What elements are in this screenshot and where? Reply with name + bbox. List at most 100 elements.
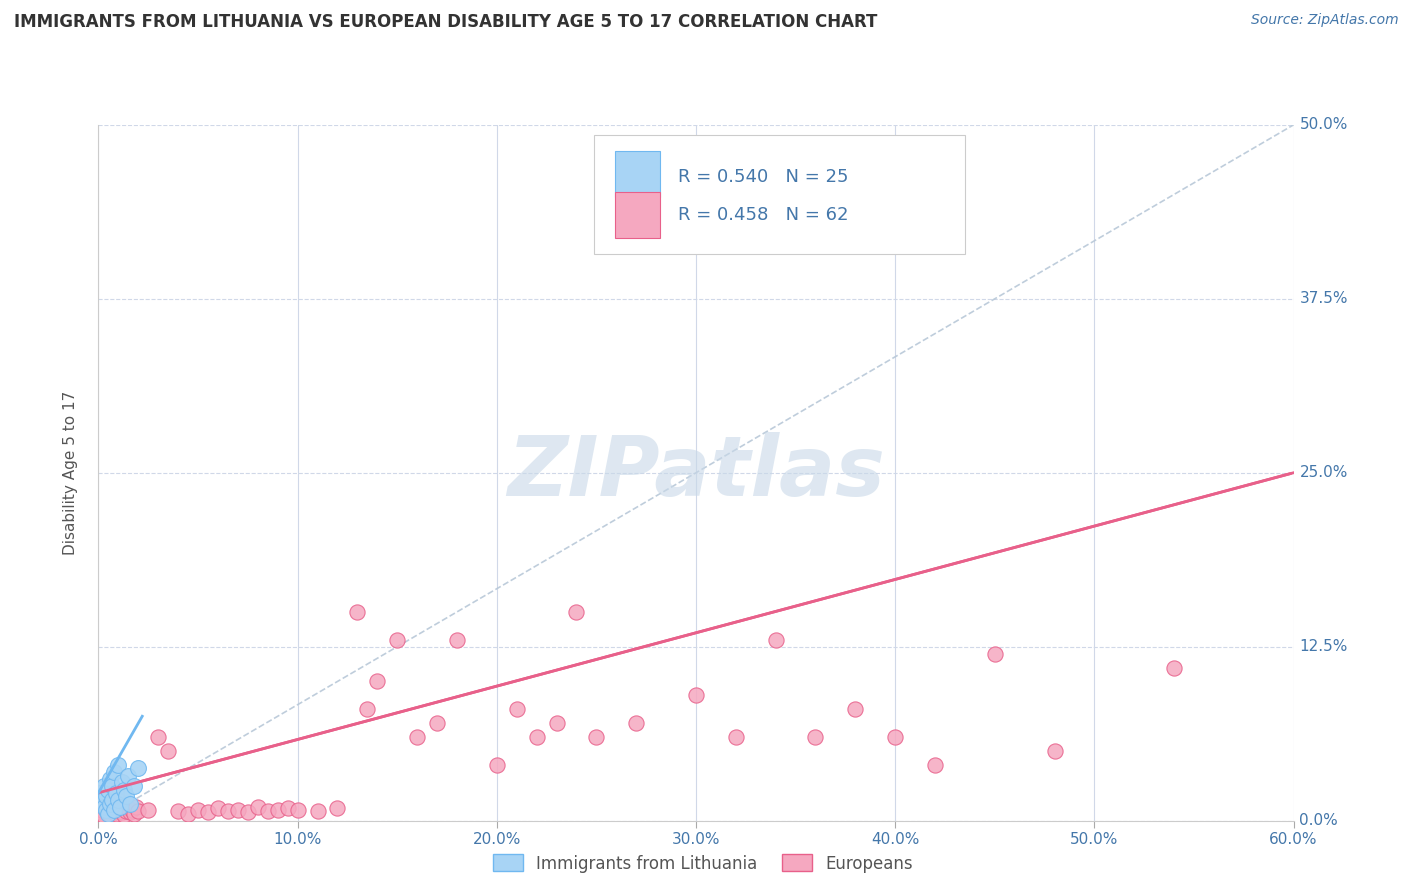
Point (167, 804, 190, 818)
Text: 0.0%: 0.0% (1299, 814, 1339, 828)
Point (406, 730, 429, 744)
Point (111, 774, 134, 789)
Text: 25.0%: 25.0% (1299, 466, 1348, 480)
Point (287, 803, 309, 817)
Point (526, 730, 548, 744)
Point (96, 789, 118, 803)
Point (89, 786, 111, 800)
FancyBboxPatch shape (595, 136, 965, 253)
Point (111, 805, 134, 820)
Point (120, 797, 142, 811)
Point (93, 809, 115, 823)
Point (485, 758, 508, 772)
Point (844, 702, 866, 716)
Point (385, 632, 409, 647)
Y-axis label: Disability Age 5 to 17: Disability Age 5 to 17 (63, 391, 77, 555)
Point (117, 801, 139, 815)
Point (685, 689, 707, 703)
Point (117, 769, 139, 783)
Point (103, 803, 125, 817)
Point (366, 674, 388, 689)
Point (110, 799, 132, 814)
Point (105, 786, 128, 800)
Point (121, 803, 143, 817)
Text: R = 0.540   N = 25: R = 0.540 N = 25 (678, 168, 849, 186)
Point (97, 806, 120, 821)
Point (724, 730, 747, 744)
Point (197, 805, 219, 820)
Point (98, 808, 122, 822)
Point (226, 803, 249, 817)
Point (115, 804, 138, 818)
FancyBboxPatch shape (614, 152, 661, 196)
Point (96, 797, 118, 811)
Point (105, 806, 128, 821)
Point (97, 805, 120, 820)
Point (506, 702, 529, 716)
Point (765, 632, 787, 647)
Point (101, 793, 124, 807)
Point (107, 803, 129, 817)
Point (585, 730, 607, 744)
Point (546, 716, 568, 731)
Point (307, 804, 329, 818)
Point (565, 605, 588, 619)
Point (110, 799, 132, 814)
Text: 12.5%: 12.5% (1299, 640, 1348, 654)
Point (112, 783, 135, 797)
Point (326, 801, 349, 815)
Point (127, 804, 149, 818)
Point (217, 804, 239, 818)
Point (884, 730, 907, 744)
Point (277, 801, 299, 815)
Point (124, 779, 146, 793)
Point (1043, 744, 1066, 758)
Point (924, 758, 946, 772)
Point (356, 702, 378, 716)
Legend: Immigrants from Lithuania, Europeans: Immigrants from Lithuania, Europeans (486, 847, 920, 880)
Point (93, 779, 115, 793)
Point (103, 764, 125, 779)
Point (107, 758, 129, 772)
Point (187, 803, 209, 817)
Point (1163, 660, 1185, 674)
Text: IMMIGRANTS FROM LITHUANIA VS EUROPEAN DISABILITY AGE 5 TO 17 CORRELATION CHART: IMMIGRANTS FROM LITHUANIA VS EUROPEAN DI… (14, 13, 877, 31)
Text: ZIPatlas: ZIPatlas (508, 433, 884, 513)
Point (101, 779, 124, 793)
Point (148, 730, 170, 744)
Point (207, 801, 229, 815)
Point (124, 806, 146, 821)
Text: 37.5%: 37.5% (1299, 292, 1348, 306)
Point (624, 716, 647, 731)
Point (96, 803, 118, 817)
Point (91, 793, 114, 807)
Point (98, 772, 122, 786)
Point (97, 783, 120, 797)
Text: 50.0%: 50.0% (1299, 118, 1348, 132)
Point (89, 806, 111, 821)
Point (125, 799, 148, 814)
Point (112, 808, 135, 822)
Point (236, 805, 259, 820)
Point (256, 804, 278, 818)
Point (115, 789, 138, 803)
Point (98, 797, 122, 811)
Point (127, 761, 149, 775)
Point (177, 806, 200, 821)
Point (446, 632, 468, 647)
Text: Source: ZipAtlas.com: Source: ZipAtlas.com (1251, 13, 1399, 28)
Point (103, 804, 125, 818)
Point (157, 744, 180, 758)
Point (91, 803, 114, 817)
Point (246, 799, 269, 814)
Point (267, 803, 290, 817)
Point (136, 803, 159, 817)
Point (120, 805, 142, 820)
Point (93, 799, 115, 814)
FancyBboxPatch shape (614, 193, 661, 237)
Point (101, 801, 124, 815)
Text: R = 0.458   N = 62: R = 0.458 N = 62 (678, 206, 849, 224)
Point (983, 647, 1005, 661)
Point (107, 793, 129, 807)
Point (804, 730, 827, 744)
